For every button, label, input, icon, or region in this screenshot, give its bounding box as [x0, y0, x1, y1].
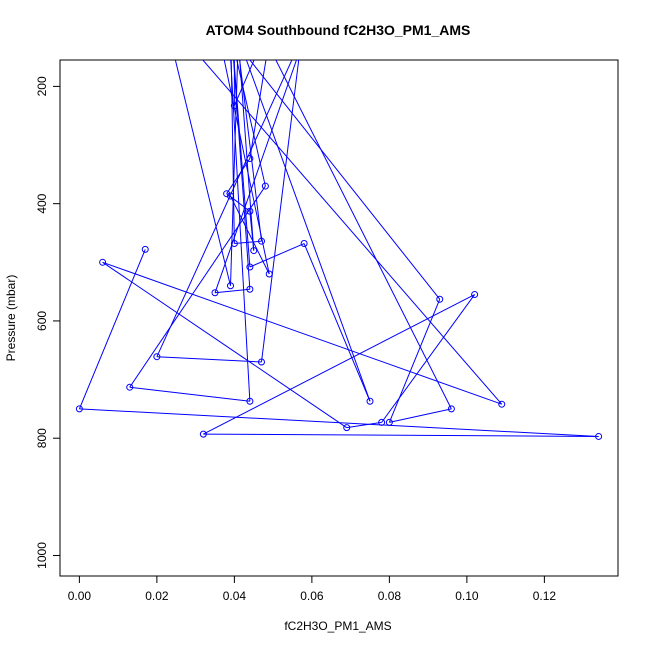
series-line-segment	[381, 294, 476, 423]
data-point	[246, 207, 254, 215]
data-point	[471, 291, 479, 299]
series-line-segment	[239, 60, 262, 242]
series-line-segment	[102, 261, 502, 405]
y-tick-label: 800	[35, 428, 49, 448]
series-line-segment	[236, 60, 266, 187]
series-line-segment	[230, 60, 235, 244]
data-point	[258, 237, 265, 245]
series-line-segment	[261, 60, 300, 363]
series-line-segment	[249, 60, 441, 300]
series-line-segment	[346, 421, 382, 429]
series-line-segment	[303, 243, 371, 402]
x-tick-label: 0.06	[300, 589, 324, 603]
data-point	[436, 295, 444, 303]
data-point	[595, 432, 603, 440]
series-line-segment	[202, 60, 503, 405]
data-point	[75, 405, 83, 413]
y-axis-label: Pressure (mbar)	[4, 275, 18, 362]
data-point	[230, 240, 238, 248]
data-point	[126, 383, 134, 391]
x-tick-label: 0.02	[145, 589, 169, 603]
series-line-segment	[233, 60, 255, 106]
data-point	[385, 418, 393, 426]
series-line-segment	[249, 211, 255, 251]
series-line-segment	[233, 60, 251, 268]
series-line-segment	[233, 60, 251, 290]
series-line-segment	[245, 60, 371, 402]
data-point	[227, 192, 234, 200]
data-point	[246, 397, 254, 405]
data-point	[99, 258, 107, 266]
x-tick-label: 0.04	[223, 589, 247, 603]
x-axis-label: fC2H3O_PM1_AMS	[284, 619, 391, 633]
series-line-segment	[203, 433, 599, 437]
series-line-segment	[78, 249, 146, 410]
data-point	[199, 430, 207, 438]
data-point	[265, 270, 273, 278]
series-line-segment	[223, 60, 270, 275]
series-line-segment	[275, 60, 452, 410]
series-line-segment	[129, 386, 250, 402]
data-point	[366, 397, 374, 405]
y-tick-label: 1000	[35, 542, 49, 569]
data-point	[141, 245, 149, 253]
series-group	[75, 0, 603, 440]
data-point	[230, 102, 238, 110]
y-tick-label: 200	[35, 76, 49, 96]
series-line-segment	[227, 0, 254, 16]
data-point	[227, 282, 234, 290]
series-line-segment	[156, 356, 262, 363]
data-point	[258, 358, 265, 366]
series-line-segment	[389, 408, 452, 423]
axes-group: 0.00 0.02 0.04 0.06 0.08 0.10 0.12 200 400 600 800…	[35, 59, 619, 603]
series-line-segment	[230, 195, 270, 275]
series-line-segment	[203, 294, 475, 435]
data-point	[498, 400, 506, 408]
x-tick-label: 0.10	[455, 589, 479, 603]
series-line-segment	[156, 60, 293, 357]
data-point	[246, 155, 254, 163]
data-point	[250, 247, 258, 255]
data-point	[246, 263, 254, 271]
series-line-segment	[129, 185, 266, 388]
data-point	[211, 289, 219, 297]
chart-title: ATOM4 Southbound fC2H3O_PM1_AMS	[206, 22, 471, 38]
y-tick-label: 400	[35, 193, 49, 213]
series-line-segment	[388, 299, 441, 423]
data-point	[246, 285, 254, 293]
series-line-segment	[219, 0, 304, 16]
series-line-segment	[214, 60, 298, 293]
x-tick-label: 0.00	[68, 589, 92, 603]
data-point	[261, 182, 269, 190]
x-tick-label: 0.08	[378, 589, 402, 603]
data-point	[223, 190, 231, 198]
series-line-segment	[214, 288, 250, 294]
series-line-segment	[249, 243, 305, 268]
data-point	[378, 418, 386, 426]
series-line-segment	[102, 261, 348, 429]
series-line-segment	[230, 60, 251, 402]
data-point	[153, 353, 161, 361]
data-point	[447, 405, 455, 413]
data-point	[300, 240, 308, 248]
series-line-segment	[239, 60, 255, 251]
y-tick-label: 600	[35, 311, 49, 331]
plot-frame	[59, 59, 619, 577]
series-line-segment	[174, 60, 231, 286]
x-tick-label: 0.12	[533, 589, 557, 603]
data-point	[343, 424, 351, 432]
